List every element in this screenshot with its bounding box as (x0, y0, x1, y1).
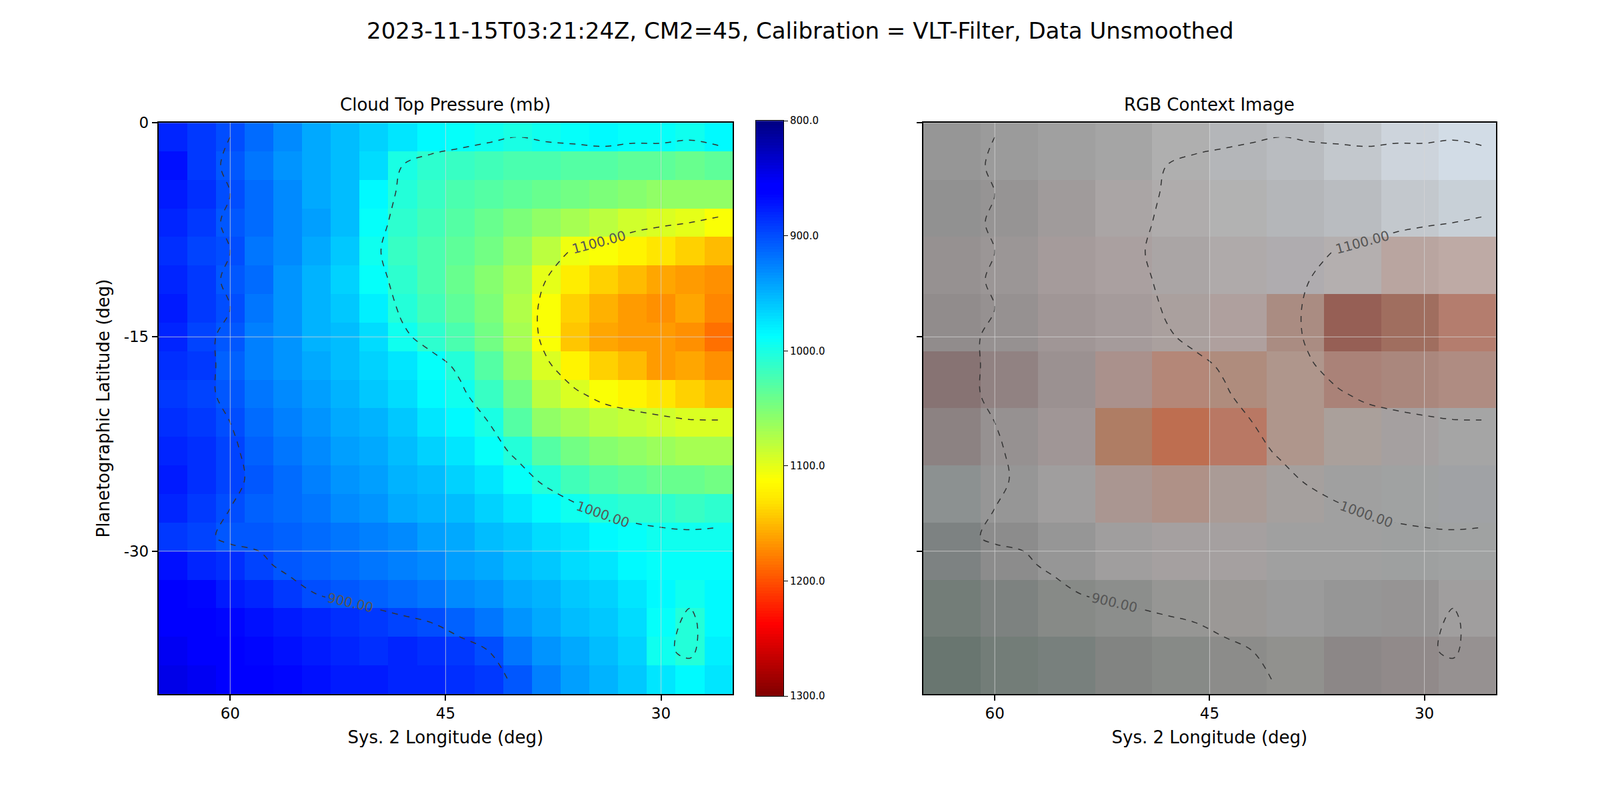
svg-text:60: 60 (985, 704, 1005, 722)
svg-text:0: 0 (139, 114, 150, 132)
svg-text:800.0: 800.0 (790, 114, 819, 127)
svg-text:1200.0: 1200.0 (790, 575, 826, 588)
svg-text:30: 30 (651, 704, 671, 722)
svg-text:900.00: 900.00 (1090, 589, 1140, 616)
svg-text:Sys. 2 Longitude (deg): Sys. 2 Longitude (deg) (1112, 727, 1308, 748)
svg-text:30: 30 (1414, 704, 1434, 722)
svg-text:45: 45 (436, 704, 456, 722)
svg-text:1100.0: 1100.0 (790, 460, 826, 472)
svg-text:Sys. 2 Longitude (deg): Sys. 2 Longitude (deg) (348, 727, 544, 748)
svg-text:1000.00: 1000.00 (1337, 497, 1395, 531)
svg-text:-30: -30 (124, 542, 150, 560)
svg-text:RGB Context Image: RGB Context Image (1124, 94, 1295, 115)
svg-text:1000.0: 1000.0 (790, 345, 826, 358)
svg-text:45: 45 (1200, 704, 1220, 722)
svg-text:Planetographic Latitude (deg): Planetographic Latitude (deg) (93, 279, 114, 538)
svg-text:1000.00: 1000.00 (574, 498, 632, 532)
svg-text:-15: -15 (124, 328, 150, 346)
svg-text:1300.0: 1300.0 (790, 690, 826, 702)
svg-text:60: 60 (220, 704, 240, 722)
svg-text:900.00: 900.00 (326, 589, 376, 616)
svg-text:2023-11-15T03:21:24Z, CM2=45,: 2023-11-15T03:21:24Z, CM2=45, Calibratio… (366, 17, 1234, 44)
svg-text:900.0: 900.0 (790, 230, 819, 242)
svg-text:1100.00: 1100.00 (1333, 227, 1391, 258)
svg-text:1100.00: 1100.00 (570, 227, 628, 258)
svg-text:Cloud Top Pressure (mb): Cloud Top Pressure (mb) (340, 94, 551, 115)
